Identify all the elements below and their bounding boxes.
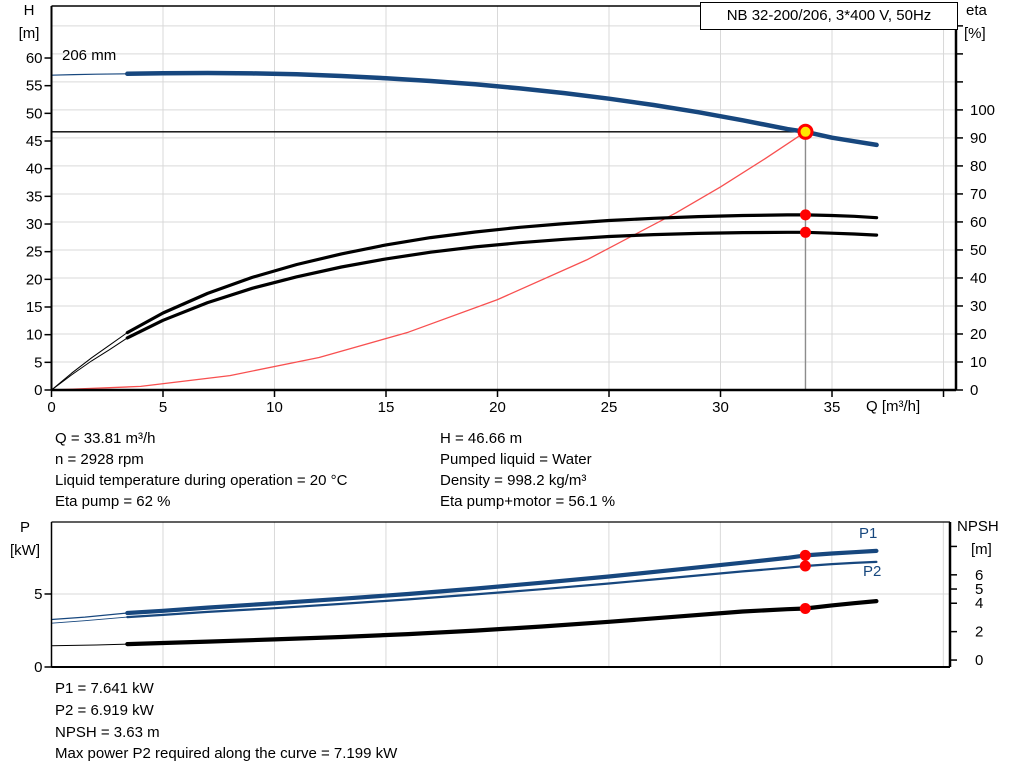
marker-duty-point: [797, 123, 814, 140]
curve-npsh-curve: [125, 599, 879, 647]
marker-p1-point: [799, 549, 811, 561]
tick-label: 50: [26, 105, 43, 122]
info-eta-pump: Eta pump = 62 %: [55, 493, 171, 510]
tick-label: 5: [34, 586, 42, 603]
npsh-axis-label: NPSH: [957, 518, 999, 535]
curve-p2-curve: [51, 616, 128, 624]
tick-label: 0: [970, 382, 978, 399]
tick-label: 5: [975, 581, 983, 598]
p-axis-unit: [kW]: [10, 542, 40, 559]
p-axis-label: P: [19, 519, 30, 536]
curve-p2-curve: [126, 560, 878, 619]
tick-label: 50: [970, 242, 987, 259]
tick-label: 5: [34, 354, 42, 371]
info-npsh: NPSH = 3.63 m: [55, 724, 160, 741]
tick-label: 35: [824, 399, 841, 416]
p1-curve-label: P1: [859, 525, 878, 542]
info-p2: P2 = 6.919 kW: [55, 702, 154, 719]
tick-label: 6: [975, 567, 983, 584]
curve-npsh-curve: [51, 643, 128, 647]
info-rpm: n = 2928 rpm: [55, 451, 144, 468]
q-axis-label: Q [m³/h]: [866, 398, 921, 415]
tick-label: 10: [266, 399, 283, 416]
p2-curve-label: P2: [863, 563, 882, 580]
tick-label: 45: [26, 133, 43, 150]
tick-label: 20: [489, 399, 506, 416]
tick-label: 25: [601, 399, 618, 416]
info-pumped-liquid: Pumped liquid = Water: [440, 451, 592, 468]
h-axis-label: H: [23, 2, 35, 19]
info-max-power: Max power P2 required along the curve = …: [55, 745, 398, 762]
tick-label: 20: [970, 326, 987, 343]
tick-label: 4: [975, 595, 983, 612]
impeller-size-label: 206 mm: [62, 47, 117, 64]
tick-label: 80: [970, 158, 987, 175]
tick-label: 90: [970, 130, 987, 147]
tick-label: 40: [26, 161, 43, 178]
curve-eta-pump-motor: [51, 337, 128, 391]
tick-label: 55: [26, 78, 43, 95]
eta-axis-label: eta: [966, 2, 987, 19]
info-eta-pump-motor: Eta pump+motor = 56.1 %: [440, 493, 616, 510]
curve-p1-curve: [125, 548, 879, 616]
info-liquid-temp: Liquid temperature during operation = 20…: [55, 472, 348, 489]
info-p1: P1 = 7.641 kW: [55, 680, 154, 697]
npsh-axis-unit: [m]: [971, 541, 992, 558]
tick-label: 0: [47, 399, 55, 416]
tick-label: 0: [975, 652, 983, 669]
info-q: Q = 33.81 m³/h: [55, 430, 156, 447]
tick-label: 10: [970, 354, 987, 371]
tick-label: 15: [26, 299, 43, 316]
tick-label: 70: [970, 186, 987, 203]
curve-head-curve: [125, 70, 879, 148]
tick-label: 0: [34, 659, 42, 676]
marker-p2-point: [799, 560, 811, 572]
eta-axis-unit: [%]: [964, 25, 986, 42]
tick-label: 35: [26, 188, 43, 205]
tick-label: 25: [26, 244, 43, 261]
curve-eta-pump-motor: [125, 230, 879, 340]
tick-label: 60: [970, 214, 987, 231]
pump-title-box: NB 32-200/206, 3*400 V, 50Hz: [700, 2, 958, 30]
info-density: Density = 998.2 kg/m³: [440, 472, 587, 489]
tick-label: 60: [26, 50, 43, 67]
tick-label: 100: [970, 102, 995, 119]
tick-label: 15: [378, 399, 395, 416]
curve-eta-pump: [51, 332, 128, 391]
marker-eta-pump-motor-point: [800, 226, 811, 238]
tick-label: 30: [26, 216, 43, 233]
tick-label: 0: [34, 382, 42, 399]
tick-label: 30: [970, 298, 987, 315]
tick-label: 10: [26, 327, 43, 344]
tick-label: 40: [970, 270, 987, 287]
marker-npsh-point: [799, 603, 811, 614]
curve-system-curve: [50, 131, 807, 391]
marker-eta-pump-point: [800, 209, 811, 221]
curve-head-curve: [50, 73, 128, 76]
tick-label: 20: [26, 271, 43, 288]
curve-p1-curve: [50, 612, 128, 621]
tick-label: 2: [975, 624, 983, 641]
info-h: H = 46.66 m: [440, 430, 523, 447]
tick-label: 5: [159, 399, 167, 416]
tick-label: 30: [712, 399, 729, 416]
h-axis-unit: [m]: [18, 25, 40, 42]
